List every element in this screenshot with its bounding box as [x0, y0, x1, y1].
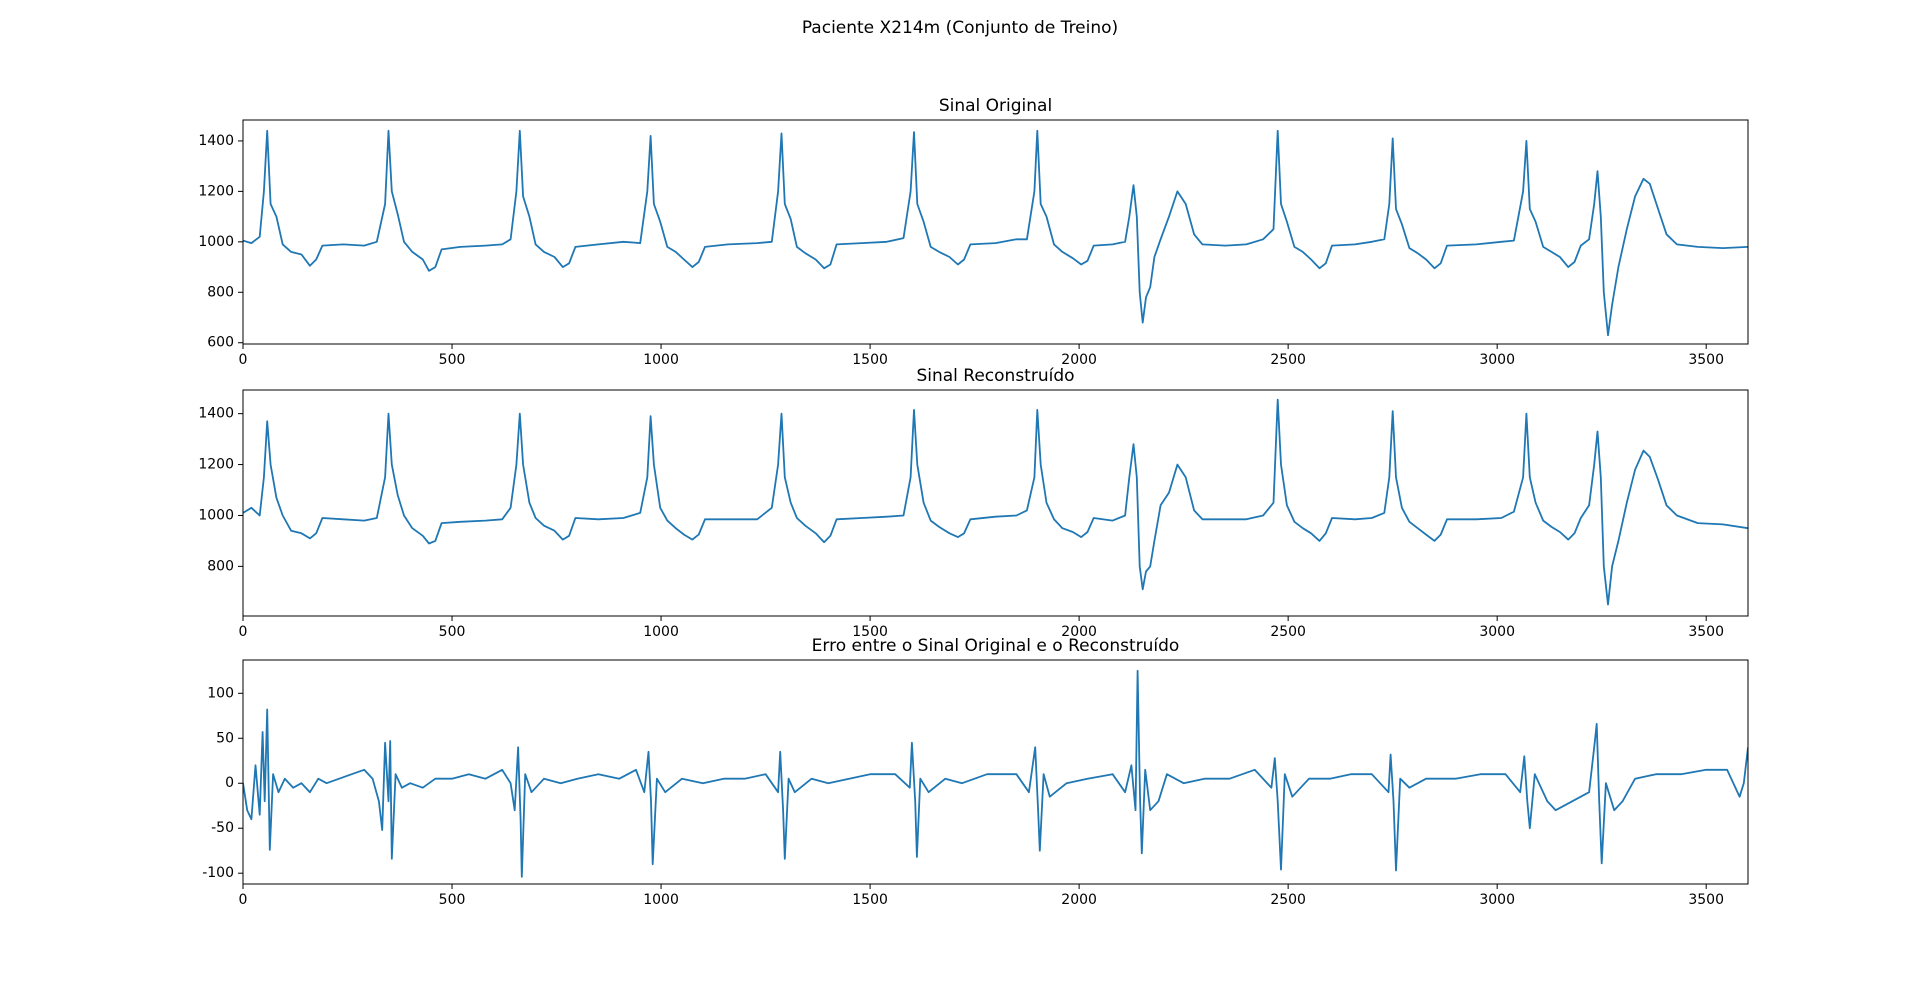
x-tick-label: 2000 [1061, 892, 1097, 908]
subplot-title: Sinal Original [939, 96, 1052, 116]
axes-frame [242, 659, 1749, 885]
x-tick-label: 3000 [1479, 352, 1515, 368]
x-tick-label: 3500 [1688, 624, 1724, 640]
signal-line [243, 129, 1748, 337]
y-tick-label: 0 [225, 775, 234, 791]
x-tick-label: 3500 [1688, 892, 1724, 908]
signal-line [243, 669, 1748, 878]
x-tick-label: 500 [439, 624, 466, 640]
axes-frame [242, 389, 1749, 617]
x-tick-label: 500 [439, 892, 466, 908]
y-tick-label: 800 [207, 558, 234, 574]
y-tick-label: 1400 [198, 406, 234, 422]
x-tick-label: 1500 [852, 892, 888, 908]
x-tick-label: 2500 [1270, 892, 1306, 908]
x-tick-label: 0 [239, 352, 248, 368]
y-tick-label: 1200 [198, 457, 234, 473]
plot-area [243, 129, 1748, 337]
x-tick-label: 3000 [1479, 892, 1515, 908]
x-tick-label: 3500 [1688, 352, 1724, 368]
x-tick-label: 2500 [1270, 352, 1306, 368]
x-tick-label: 0 [239, 892, 248, 908]
x-tick-label: 2500 [1270, 624, 1306, 640]
y-tick-label: 800 [207, 284, 234, 300]
y-tick-label: 50 [216, 730, 234, 746]
x-tick-label: 3000 [1479, 624, 1515, 640]
plot-area [243, 669, 1748, 878]
plot-area [243, 398, 1748, 606]
x-tick-label: 1500 [852, 352, 888, 368]
x-tick-label: 1500 [852, 624, 888, 640]
x-tick-label: 1000 [643, 892, 679, 908]
signal-line [243, 398, 1748, 606]
y-tick-label: -50 [211, 820, 234, 836]
y-tick-label: 600 [207, 335, 234, 351]
x-tick-label: 1000 [643, 624, 679, 640]
subplot-title: Erro entre o Sinal Original e o Reconstr… [812, 636, 1180, 656]
x-tick-label: 1000 [643, 352, 679, 368]
y-tick-label: 1000 [198, 234, 234, 250]
y-tick-label: 1000 [198, 507, 234, 523]
axes-frame [242, 119, 1749, 345]
y-tick-label: 1400 [198, 133, 234, 149]
x-tick-label: 0 [239, 624, 248, 640]
x-tick-label: 500 [439, 352, 466, 368]
x-tick-label: 2000 [1061, 352, 1097, 368]
y-tick-label: 1200 [198, 183, 234, 199]
y-tick-label: -100 [202, 865, 234, 881]
subplot-title: Sinal Reconstruído [916, 366, 1074, 386]
figure-title: Paciente X214m (Conjunto de Treino) [802, 18, 1118, 38]
y-tick-label: 100 [207, 685, 234, 701]
x-tick-label: 2000 [1061, 624, 1097, 640]
